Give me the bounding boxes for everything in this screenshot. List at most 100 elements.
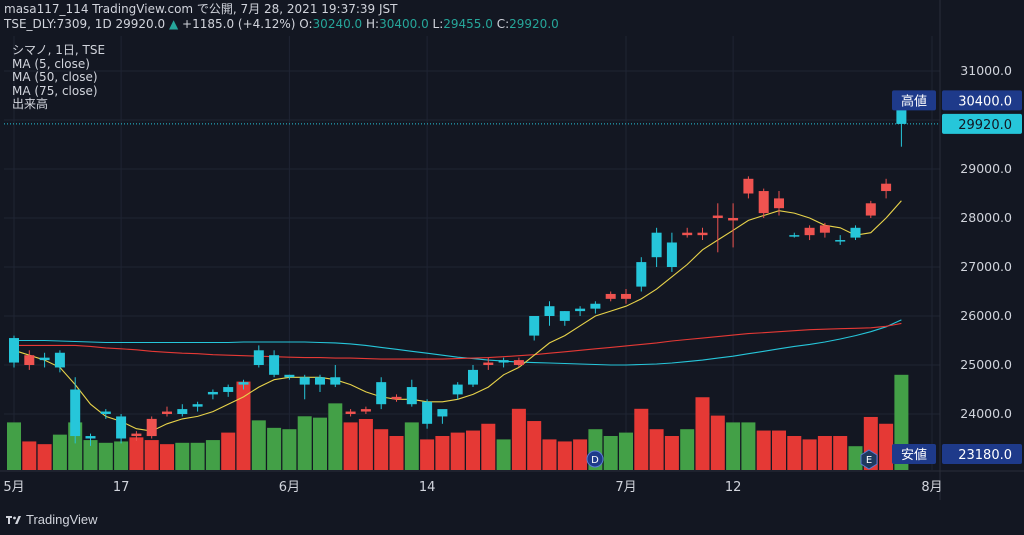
candle-body[interactable] bbox=[238, 382, 249, 385]
candle-body[interactable] bbox=[819, 225, 830, 233]
candle-body[interactable] bbox=[544, 306, 555, 316]
candle-body[interactable] bbox=[9, 338, 19, 363]
volume-bar bbox=[772, 430, 786, 470]
candle-body[interactable] bbox=[774, 198, 784, 209]
candle-body[interactable] bbox=[728, 218, 739, 221]
legend-volume[interactable]: 出来高 bbox=[12, 97, 49, 111]
x-tick-label: 17 bbox=[113, 480, 130, 495]
candle-body[interactable] bbox=[712, 215, 723, 218]
candle-body[interactable] bbox=[116, 416, 127, 439]
candle-body[interactable] bbox=[85, 436, 96, 439]
volume-bar bbox=[787, 436, 802, 470]
candle-body[interactable] bbox=[360, 409, 371, 412]
candle-body[interactable] bbox=[559, 311, 570, 321]
candle-body[interactable] bbox=[666, 242, 677, 268]
legend-ma50[interactable]: MA (50, close) bbox=[12, 70, 98, 84]
symbol-quote-line: TSE_DLY:7309, 1D 29920.0 ▲ +1185.0 (+4.1… bbox=[4, 17, 559, 32]
volume-bar bbox=[450, 432, 465, 470]
candle-body[interactable] bbox=[406, 387, 417, 405]
candle-body[interactable] bbox=[330, 377, 341, 385]
candle-body[interactable] bbox=[207, 391, 218, 395]
tradingview-logo-icon bbox=[6, 515, 21, 524]
candle-body[interactable] bbox=[146, 418, 157, 437]
candle-body[interactable] bbox=[498, 360, 509, 363]
candle-body[interactable] bbox=[804, 227, 815, 236]
candle-body[interactable] bbox=[789, 235, 800, 237]
volume-bar bbox=[22, 441, 37, 470]
candle-body[interactable] bbox=[896, 108, 907, 124]
candle-body[interactable] bbox=[865, 203, 876, 216]
volume-bar bbox=[190, 442, 205, 470]
candle-body[interactable] bbox=[177, 409, 188, 414]
candle-body[interactable] bbox=[422, 401, 433, 424]
candle-body[interactable] bbox=[223, 387, 234, 392]
candle-body[interactable] bbox=[391, 396, 402, 400]
volume-bar bbox=[404, 422, 419, 470]
y-tick-label: 29000.0 bbox=[960, 161, 1012, 176]
candle-body[interactable] bbox=[835, 240, 846, 242]
candle-body[interactable] bbox=[54, 352, 65, 368]
volume-bar bbox=[205, 440, 220, 470]
candle-body[interactable] bbox=[651, 232, 662, 258]
candle-body[interactable] bbox=[575, 308, 586, 312]
candle-body[interactable] bbox=[192, 404, 203, 407]
change-arrow-icon: ▲ bbox=[168, 17, 179, 31]
candle-body[interactable] bbox=[682, 232, 693, 236]
candle-body[interactable] bbox=[253, 350, 264, 365]
candle-body[interactable] bbox=[100, 411, 111, 414]
candle-body[interactable] bbox=[39, 357, 50, 361]
candle-body[interactable] bbox=[758, 191, 769, 214]
candle-body[interactable] bbox=[605, 293, 616, 299]
candle-body[interactable] bbox=[529, 316, 540, 336]
earnings-marker-icon[interactable] bbox=[860, 449, 878, 470]
candle-body[interactable] bbox=[743, 178, 754, 194]
candle-body[interactable] bbox=[590, 303, 601, 309]
candle-body[interactable] bbox=[345, 411, 356, 414]
candle-body[interactable] bbox=[881, 183, 892, 192]
volume-bar bbox=[802, 439, 817, 470]
candle-body[interactable] bbox=[513, 360, 524, 365]
dividend-marker-icon[interactable] bbox=[586, 450, 604, 468]
volume-bar bbox=[313, 417, 327, 470]
candle-body[interactable] bbox=[483, 362, 494, 365]
candle-body[interactable] bbox=[621, 293, 631, 299]
candle-body[interactable] bbox=[437, 409, 448, 417]
volume-bar bbox=[695, 397, 710, 470]
volume-bar bbox=[282, 429, 297, 470]
candle-body[interactable] bbox=[376, 382, 387, 405]
volume-bar bbox=[221, 432, 236, 470]
candle-body[interactable] bbox=[452, 384, 463, 395]
x-tick-label: 14 bbox=[419, 480, 436, 495]
candle-body[interactable] bbox=[315, 377, 325, 385]
candle-body[interactable] bbox=[269, 355, 280, 375]
last-value-box bbox=[942, 113, 1022, 134]
volume-bar bbox=[619, 432, 633, 470]
open-label: O: bbox=[299, 17, 313, 31]
volume-bar bbox=[726, 422, 741, 470]
candle-body[interactable] bbox=[24, 355, 35, 365]
candle-body[interactable] bbox=[697, 232, 708, 236]
x-tick-label: 12 bbox=[725, 480, 742, 495]
candle-body[interactable] bbox=[284, 374, 295, 378]
candle-body[interactable] bbox=[636, 262, 647, 287]
open-value: 30240.0 bbox=[312, 17, 363, 31]
legend-ma75[interactable]: MA (75, close) bbox=[12, 83, 98, 98]
x-tick-label: 7月 bbox=[615, 480, 636, 495]
volume-bar bbox=[634, 408, 649, 470]
candle-body[interactable] bbox=[299, 377, 310, 385]
legend-ma5[interactable]: MA (5, close) bbox=[12, 56, 90, 71]
volume-bar bbox=[741, 422, 756, 470]
candle-body[interactable] bbox=[70, 389, 81, 437]
brand-footer[interactable]: TradingView bbox=[6, 512, 98, 527]
candle-body[interactable] bbox=[162, 411, 172, 414]
y-tick-label: 27000.0 bbox=[960, 259, 1012, 274]
legend-title[interactable]: シマノ, 1日, TSE bbox=[12, 43, 106, 57]
candle-body[interactable] bbox=[468, 369, 478, 385]
candle-body[interactable] bbox=[131, 433, 142, 437]
candle-body[interactable] bbox=[850, 227, 861, 238]
low-tag-label: 安値 bbox=[901, 447, 927, 463]
dividend-marker-label: D bbox=[591, 455, 599, 466]
x-tick-label: 8月 bbox=[921, 480, 942, 495]
